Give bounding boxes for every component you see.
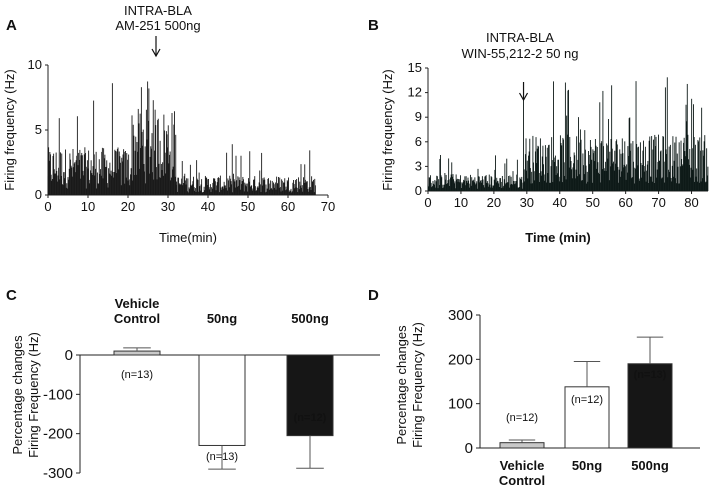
n-label: (n=13) <box>121 369 153 381</box>
x-tick-label: 70 <box>651 195 665 210</box>
x-tick-label: 30 <box>161 199 175 214</box>
arrowhead-icon <box>151 48 161 58</box>
ylabel-a: Firing frequency (Hz) <box>2 69 17 190</box>
x-tick-label: 60 <box>281 199 295 214</box>
y-tick-label: 6 <box>415 134 422 149</box>
n-label: (n=12) <box>294 412 327 424</box>
category-label: 50ng <box>572 458 602 473</box>
ylabel-d-line1: Percentage changes <box>394 325 409 445</box>
category-label: Vehicle <box>500 458 545 473</box>
bar-3 <box>627 363 673 449</box>
category-label: Control <box>114 311 160 326</box>
y-tick-label: 200 <box>448 351 473 368</box>
n-label: (n=12) <box>571 394 603 406</box>
y-tick-label: 0 <box>65 347 73 364</box>
x-tick-label: 40 <box>201 199 215 214</box>
category-label: Control <box>499 473 545 485</box>
x-tick-label: 70 <box>321 199 335 214</box>
category-label: 50ng <box>207 311 237 326</box>
trace-bars-a <box>47 81 316 195</box>
xlabel-b: Time (min) <box>525 230 591 245</box>
bar-1 <box>499 442 545 449</box>
panel-label-b: B <box>368 17 379 34</box>
ylabel-c-line2: Firing Frequency (Hz) <box>26 332 41 458</box>
x-tick-label: 30 <box>520 195 534 210</box>
y-tick-label: -200 <box>43 426 73 443</box>
annotation-a-line1: INTRA-BLA <box>124 3 192 18</box>
arrowhead-icon <box>519 92 529 102</box>
x-tick-label: 50 <box>585 195 599 210</box>
ylabel-b: Firing frequency (Hz) <box>380 69 395 190</box>
category-label: 500ng <box>291 311 329 326</box>
x-tick-label: 0 <box>44 199 51 214</box>
x-tick-label: 10 <box>454 195 468 210</box>
n-label: (n=12) <box>506 412 538 424</box>
bar-2 <box>198 354 246 446</box>
y-tick-label: 5 <box>35 122 42 137</box>
y-tick-label: -100 <box>43 386 73 403</box>
x-tick-label: 0 <box>424 195 431 210</box>
ylabel-d-line2: Firing Frequency (Hz) <box>410 322 425 448</box>
n-label: (n=13) <box>206 451 238 463</box>
ylabel-c-line1: Percentage changes <box>10 335 25 455</box>
x-tick-label: 50 <box>241 199 255 214</box>
panel-label-c: C <box>6 287 17 304</box>
plot-b: 0 10 20 30 40 50 60 70 80 0 3 6 9 12 15 <box>408 60 709 210</box>
y-tick-label: 0 <box>465 440 473 457</box>
y-tick-label: 3 <box>415 158 422 173</box>
bar-3 <box>286 354 334 437</box>
x-tick-label: 40 <box>553 195 567 210</box>
n-label: (n=13) <box>634 369 667 381</box>
x-tick-label: 20 <box>121 199 135 214</box>
x-tick-label: 10 <box>81 199 95 214</box>
bar-1 <box>113 350 161 356</box>
category-label: Vehicle <box>115 296 160 311</box>
y-tick-label: 100 <box>448 396 473 413</box>
panel-label-a: A <box>6 17 17 34</box>
trace-bars-b <box>427 77 709 191</box>
x-tick-label: 60 <box>618 195 632 210</box>
y-tick-label: 12 <box>408 85 422 100</box>
plot-a: 0 10 20 30 40 50 60 70 0 5 10 <box>28 36 335 214</box>
annotation-b-line2: WIN-55,212-2 50 ng <box>461 46 578 61</box>
y-tick-label: 300 <box>448 307 473 324</box>
category-label: 500ng <box>631 458 669 473</box>
y-tick-label: 9 <box>415 109 422 124</box>
y-tick-label: 0 <box>35 187 42 202</box>
xlabel-a: Time(min) <box>159 230 217 245</box>
y-tick-label: 10 <box>28 57 42 72</box>
annotation-a-line2: AM-251 500ng <box>115 18 200 33</box>
annotation-b-line1: INTRA-BLA <box>486 30 554 45</box>
y-tick-label: -300 <box>43 465 73 482</box>
x-tick-label: 20 <box>487 195 501 210</box>
x-tick-label: 80 <box>684 195 698 210</box>
y-tick-label: 0 <box>415 183 422 198</box>
y-tick-label: 15 <box>408 60 422 75</box>
panel-label-d: D <box>368 287 379 304</box>
